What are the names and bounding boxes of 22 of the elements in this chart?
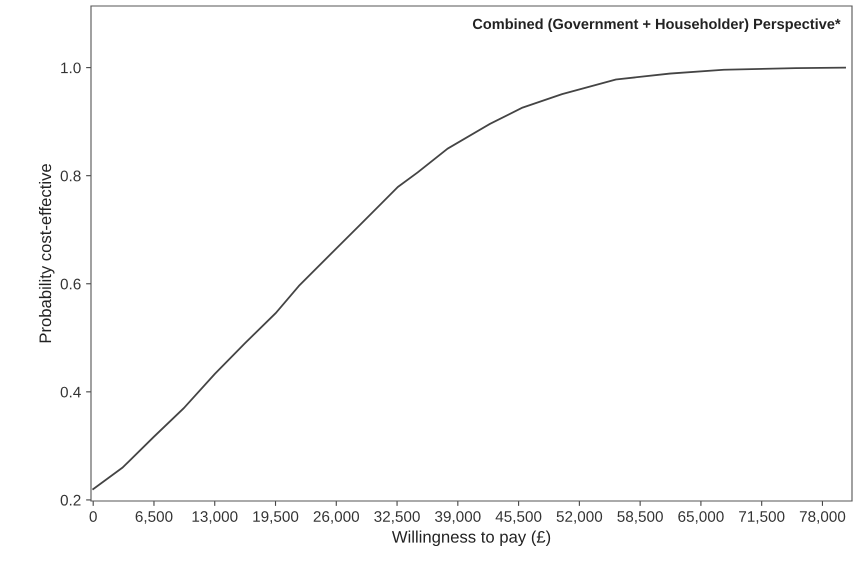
text: Combined (Government + Householder) Perspective* [472,18,841,32]
x-tick-label: 32,500 [374,511,420,524]
y-axis-title: Probability cost-effective [38,164,54,342]
x-tick-label: 45,500 [496,511,542,524]
y-tick-label: 0.6 [60,278,81,290]
y-tick-label: 0.4 [60,386,81,398]
y-tick-label: 0.2 [60,494,81,506]
x-tick-label: 0 [90,511,97,522]
x-tick-label: 6,500 [136,511,172,524]
x-tick-label: 39,000 [435,511,481,524]
y-tick-label: 0.8 [60,170,81,182]
line-series [92,66,846,490]
x-tick-label: 78,000 [800,511,846,524]
x-tick-label: 52,000 [556,511,602,524]
x-tick-label: 19,500 [253,511,298,524]
y-tick-label: 1.0 [61,62,81,74]
x-axis-title: Willingness to pay (£) [392,530,550,546]
x-tick-label: 13,000 [192,511,238,524]
x-tick-label: 65,000 [678,511,724,524]
x-tick-label: 71,500 [739,511,784,524]
x-tick-label: 26,000 [314,511,360,524]
x-tick-label: 58,500 [617,511,663,524]
